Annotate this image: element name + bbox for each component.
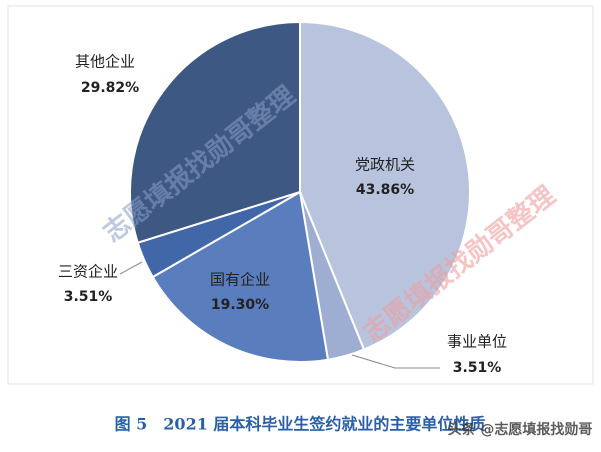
pie-slice: [299, 20, 471, 351]
slice-label: 其他企业: [75, 53, 135, 71]
slice-label: 国有企业: [210, 271, 270, 289]
chart-frame: [7, 5, 594, 385]
chart-title: 图 5 2021 届本科毕业生签约就业的主要单位性质: [115, 415, 486, 434]
value-label: 3.51%: [64, 289, 113, 305]
slice-label: 党政机关: [355, 156, 415, 174]
value-label: 3.51%: [453, 360, 502, 376]
slice-label: 三资企业: [58, 263, 118, 281]
value-label: 43.86%: [356, 182, 414, 198]
leader-line: [119, 261, 143, 275]
slice-label: 事业单位: [447, 333, 507, 351]
value-label: 19.30%: [211, 297, 269, 313]
value-label: 29.82%: [81, 80, 139, 96]
pie-slice: [151, 190, 330, 363]
leader-line: [351, 354, 440, 369]
pie-slice: [129, 20, 301, 244]
watermark: 头条 @志愿填报找勋哥: [448, 421, 593, 438]
